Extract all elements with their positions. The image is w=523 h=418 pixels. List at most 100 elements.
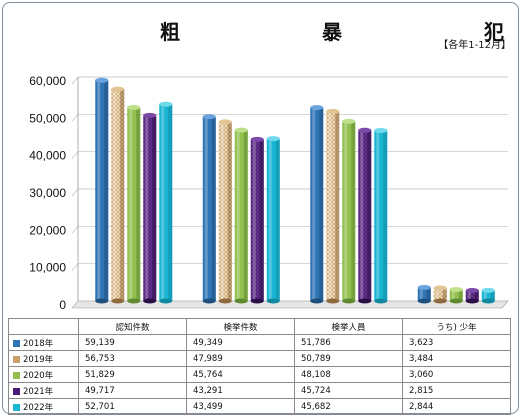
gridline-depth (71, 263, 79, 271)
legend-entry: 2019年 (8, 350, 79, 367)
bar-highlight (252, 139, 256, 301)
chart-subtitle: 【各年1-12月】 (438, 40, 511, 51)
bar-2018年-うち) 少年 (417, 284, 431, 304)
table-cell: 47,989 (186, 350, 295, 367)
bar-base (111, 298, 125, 304)
bar-base (310, 298, 324, 304)
bar-top (111, 86, 125, 92)
bar-shade (367, 130, 372, 301)
bar-top (159, 101, 173, 107)
bar-base (374, 298, 388, 304)
y-tick-label: 20,000 (29, 223, 66, 237)
y-tick-label: 0 (59, 298, 66, 312)
bar-highlight (145, 115, 149, 302)
bar-highlight (483, 290, 487, 301)
bar-base (433, 298, 447, 304)
bar-2020年-認知件数 (127, 105, 141, 304)
bar-shade (426, 287, 431, 301)
bar-top (234, 127, 248, 133)
bar-highlight (113, 89, 117, 301)
bar-base (250, 298, 264, 304)
bar-body (481, 290, 495, 301)
legend-label: 2021年 (23, 386, 54, 397)
legend-entry: 2022年 (8, 398, 79, 415)
bar-2022年-検挙人員 (374, 127, 388, 304)
bar-top (449, 287, 463, 293)
bar-shade (383, 130, 388, 301)
table-row: 2022年 52,701 43,499 45,682 2,844 (8, 398, 511, 415)
table-cell: 3,623 (402, 334, 511, 351)
bar-highlight (236, 130, 240, 301)
legend-entry: 2021年 (8, 382, 79, 399)
bar-top (127, 105, 141, 111)
bar-2019年-認知件数 (111, 86, 125, 304)
gridline-depth (71, 300, 79, 309)
bar-shade (442, 287, 447, 301)
column-header: 検挙人員 (294, 318, 403, 335)
bar-highlight (268, 138, 272, 301)
y-tick-label: 30,000 (29, 186, 66, 200)
table-row: 2020年 51,829 45,764 48,108 3,060 (8, 366, 511, 383)
bar-highlight (161, 104, 165, 301)
table-corner (8, 318, 79, 335)
legend-swatch (13, 371, 20, 379)
table-cell: 45,724 (294, 382, 403, 399)
bar-shade (211, 116, 216, 301)
bar-2020年-検挙人員 (342, 118, 356, 304)
bar-base (358, 298, 372, 304)
bar-base (465, 298, 479, 304)
legend-entry: 2020年 (8, 366, 79, 383)
bar-top (95, 77, 109, 83)
legend-label: 2022年 (23, 402, 54, 413)
bar-shade (243, 130, 248, 301)
gridline-depth (71, 226, 79, 234)
table-cell: 59,139 (78, 334, 187, 351)
table-cell: 45,682 (294, 398, 403, 415)
table-cell: 48,108 (294, 366, 403, 383)
bar-2021年-認知件数 (143, 112, 157, 304)
bar-shade (490, 290, 495, 301)
table-cell: 2,815 (402, 382, 511, 399)
table-body: 2018年 59,139 49,349 51,786 3,623 2019年 56,753 4… (8, 334, 511, 415)
bar-2020年-検挙件数 (234, 127, 248, 304)
table-row: 2018年 59,139 49,349 51,786 3,623 (8, 334, 511, 351)
gridline-depth (71, 188, 79, 197)
table-cell: 43,291 (186, 382, 295, 399)
bar-base (326, 298, 340, 304)
table-cell: 51,786 (294, 334, 403, 351)
column-header: 認知件数 (78, 318, 187, 335)
bar-2021年-検挙人員 (358, 127, 372, 304)
bar-top (358, 127, 372, 133)
bar-shade (351, 121, 356, 302)
bar-top (202, 114, 216, 120)
bar-2020年-うち) 少年 (449, 287, 463, 304)
bar-base (159, 298, 173, 304)
legend-entry: 2018年 (8, 334, 79, 351)
bar-shade (319, 107, 324, 301)
data-table: 認知件数 検挙件数 検挙人員 うち) 少年 2018年 59,139 49,349 5… (8, 318, 511, 415)
table-cell: 49,717 (78, 382, 187, 399)
bar-shade (335, 111, 340, 302)
gridline-depth (71, 114, 79, 122)
column-header: 検挙件数 (186, 318, 295, 335)
bar-top (218, 119, 232, 125)
y-tick-label: 40,000 (29, 149, 66, 163)
bar-top (310, 105, 324, 111)
bar-base (202, 298, 216, 304)
bar-highlight (451, 289, 455, 301)
bar-shade (458, 289, 463, 301)
bar-2021年-検挙件数 (250, 136, 264, 304)
table-cell: 3,060 (402, 366, 511, 383)
bar-highlight (344, 121, 348, 302)
bar-shade (120, 89, 125, 301)
bar-highlight (435, 287, 439, 301)
table-cell: 2,844 (402, 398, 511, 415)
bar-highlight (204, 116, 208, 301)
table-cell: 56,753 (78, 350, 187, 367)
table-cell: 51,829 (78, 366, 187, 383)
table-cell: 50,789 (294, 350, 403, 367)
bar-2018年-認知件数 (95, 77, 109, 304)
table-row: 2021年 49,717 43,291 45,724 2,815 (8, 382, 511, 399)
y-axis: 0 10,000 20,000 30,000 40,000 50,000 60,000 (29, 74, 79, 312)
bar-base (342, 298, 356, 304)
